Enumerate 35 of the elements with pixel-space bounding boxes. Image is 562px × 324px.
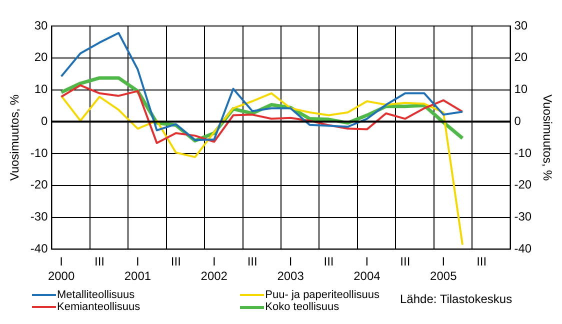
x-tick-label: III (94, 254, 105, 269)
y-tick-label: 20 (34, 50, 48, 64)
x-tick-label: I 2002 (200, 254, 228, 284)
x-tick-label: III (324, 254, 334, 269)
legend-label: Kemianteollisuus (57, 301, 140, 313)
y2-tick-label: -30 (514, 210, 532, 224)
y2-tick-label: -20 (514, 178, 532, 192)
y-tick-label: 30 (34, 18, 48, 32)
y2-tick-label: -40 (514, 242, 532, 256)
y-tick-label: -40 (30, 242, 48, 256)
y2-tick-label: 30 (514, 18, 528, 32)
y-tick-label: -20 (30, 178, 48, 192)
y2-tick-label: -10 (514, 146, 532, 160)
y-tick-label: 10 (34, 82, 48, 96)
x-tick-label: I 2004 (354, 254, 381, 284)
x-tick-label: III (170, 254, 181, 269)
x-tick-label: I 2000 (48, 254, 75, 284)
y2-tick-label: 20 (514, 50, 528, 64)
x-tick-label: III (476, 254, 487, 269)
y-tick-label: -30 (30, 210, 48, 224)
y-tick-label: -10 (30, 146, 48, 160)
y2-axis-title: Vuosimuutos, % (540, 94, 554, 182)
legend-label: Metalliteollisuus (57, 289, 135, 301)
x-tick-label: III (247, 254, 258, 269)
y2-tick-label: 10 (514, 82, 528, 96)
x-tick-label: I 2001 (124, 254, 152, 284)
legend-label: Koko teollisuus (265, 301, 340, 313)
legend-label: Puu- ja paperiteollisuus (265, 289, 380, 301)
y-axis-title: Vuosimuutos, % (8, 94, 22, 181)
y-tick-label: 0 (41, 114, 48, 128)
x-tick-label: III (400, 254, 410, 269)
y2-tick-label: 0 (514, 114, 522, 128)
text: Lähde: Tilastokeskus (400, 292, 512, 306)
x-tick-label: I 2005 (430, 254, 458, 284)
x-tick-label: I 2003 (277, 254, 304, 284)
